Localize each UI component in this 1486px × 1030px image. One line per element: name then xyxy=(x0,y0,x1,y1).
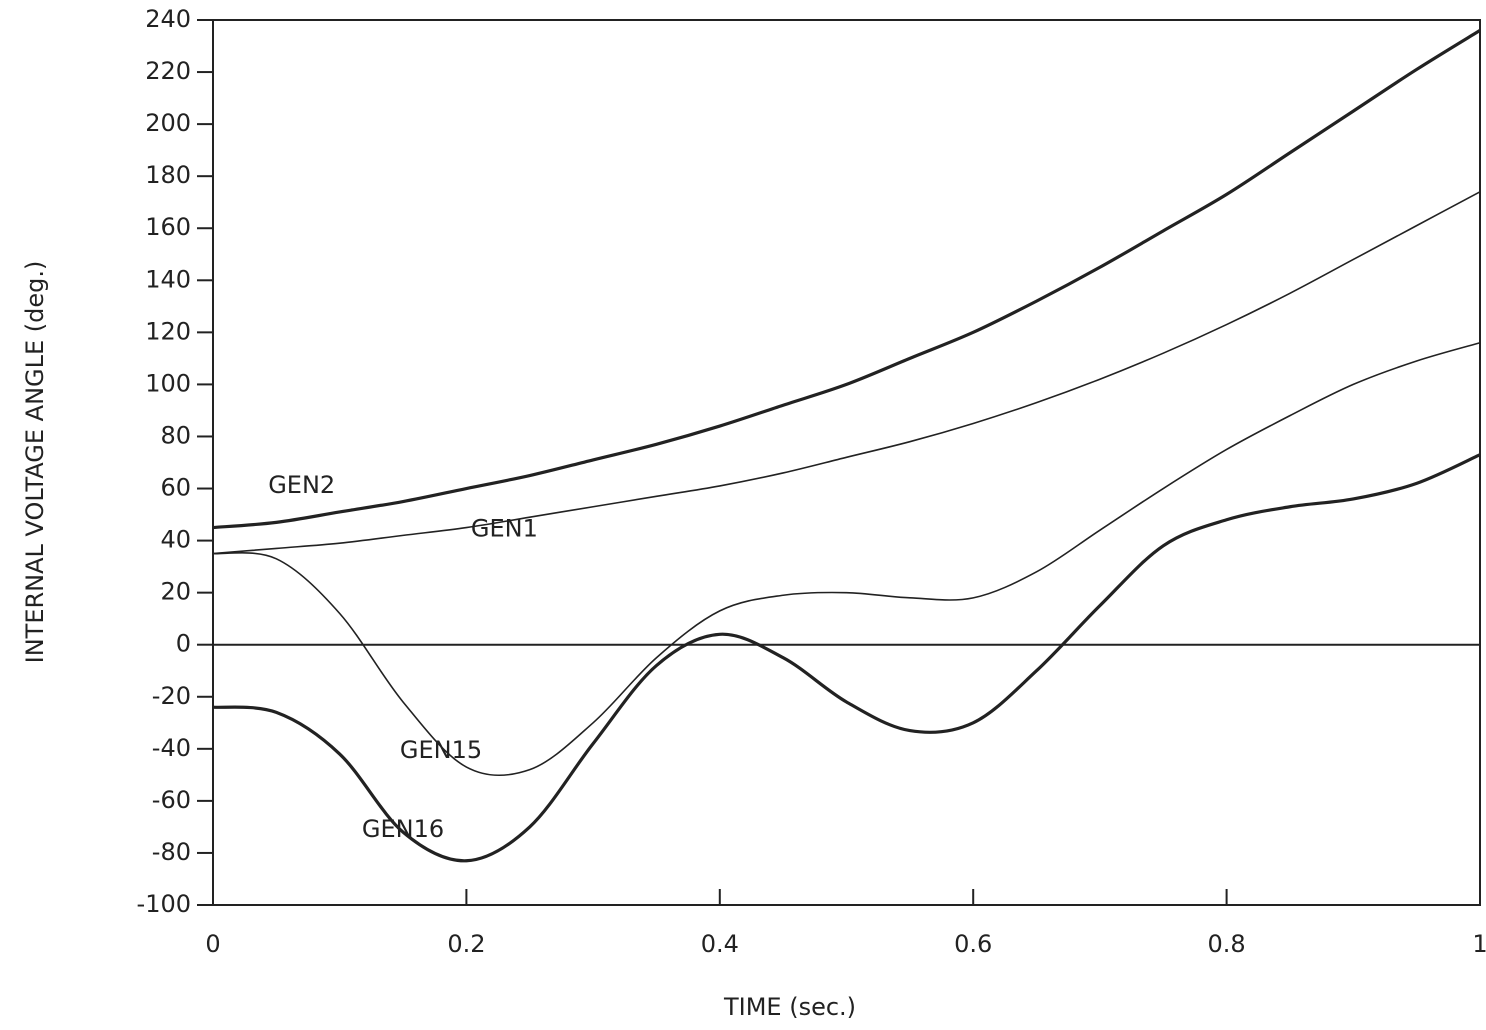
y-tick-label: 120 xyxy=(145,317,191,345)
y-tick-label: -80 xyxy=(152,838,191,866)
series-label: GEN16 xyxy=(362,815,444,843)
y-tick-label: 180 xyxy=(145,161,191,189)
y-tick-label: -20 xyxy=(152,682,191,710)
y-tick-label: -40 xyxy=(152,734,191,762)
x-tick-label: 0.6 xyxy=(954,930,992,958)
y-tick-label: 160 xyxy=(145,213,191,241)
x-tick-label: 0.4 xyxy=(701,930,739,958)
x-axis-title: TIME (sec.) xyxy=(723,993,856,1021)
y-tick-label: 220 xyxy=(145,57,191,85)
series-label: GEN15 xyxy=(400,736,482,764)
series-label: GEN2 xyxy=(268,471,335,499)
x-tick-label: 1 xyxy=(1472,930,1486,958)
y-tick-label: 80 xyxy=(160,421,191,449)
y-tick-label: 40 xyxy=(160,526,191,554)
chart: TIME (sec.) INTERNAL VOLTAGE ANGLE (deg.… xyxy=(0,0,1486,1030)
y-tick-label: 200 xyxy=(145,109,191,137)
x-tick-label: 0 xyxy=(205,930,220,958)
y-tick-label: 140 xyxy=(145,265,191,293)
y-axis-title: INTERNAL VOLTAGE ANGLE (deg.) xyxy=(21,261,49,664)
y-tick-label: 100 xyxy=(145,369,191,397)
y-tick-label: -100 xyxy=(137,890,191,918)
series-line xyxy=(213,192,1480,554)
y-tick-label: 0 xyxy=(176,630,191,658)
series-label: GEN1 xyxy=(471,514,538,542)
series-line xyxy=(213,30,1480,527)
y-tick-label: 60 xyxy=(160,474,191,502)
series-line xyxy=(213,343,1480,776)
y-tick-label: 240 xyxy=(145,5,191,33)
x-tick-label: 0.2 xyxy=(447,930,485,958)
series-line xyxy=(213,455,1480,861)
y-tick-label: -60 xyxy=(152,786,191,814)
x-tick-label: 0.8 xyxy=(1208,930,1246,958)
y-tick-label: 20 xyxy=(160,578,191,606)
